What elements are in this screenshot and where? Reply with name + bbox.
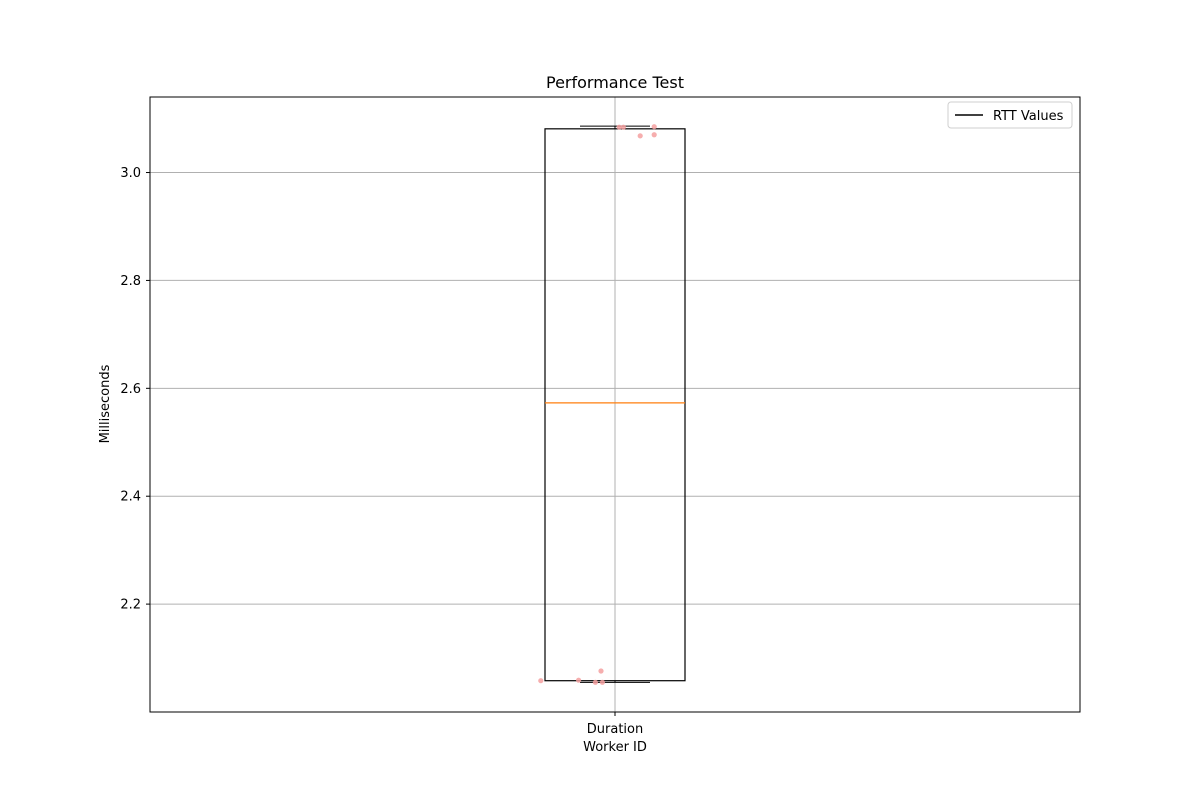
y-tick-label-3: 2.8 <box>120 274 141 289</box>
data-point-9 <box>651 124 657 130</box>
axes-layer: 2.2 2.4 2.6 2.8 3.0 Duration <box>120 96 1081 737</box>
chart-title: Performance Test <box>546 73 684 92</box>
data-point-8 <box>651 132 657 138</box>
data-point-6 <box>620 124 627 130</box>
box-0-body <box>544 128 686 682</box>
y-axis-label: Milliseconds <box>98 364 113 443</box>
data-point-5 <box>616 124 622 130</box>
x-tick-label-0: Duration <box>587 722 643 737</box>
legend: RTT Values <box>947 101 1073 129</box>
legend-box <box>947 101 1073 129</box>
data-point-7 <box>637 133 643 139</box>
grid-layer <box>150 97 1080 712</box>
data-point-3 <box>599 679 606 685</box>
legend-label-rtt-values: RTT Values <box>993 109 1064 124</box>
data-point-1 <box>576 677 582 683</box>
points-layer <box>538 124 657 685</box>
box-layer <box>544 125 686 683</box>
y-tick-label-0: 2.2 <box>120 598 141 613</box>
y-tick-label-4: 3.0 <box>120 166 141 181</box>
data-point-4 <box>598 668 604 674</box>
x-axis-label: Worker ID <box>583 740 647 755</box>
data-point-2 <box>592 679 599 685</box>
y-tick-label-2: 2.6 <box>120 382 141 397</box>
data-point-0 <box>538 678 544 684</box>
y-tick-label-1: 2.4 <box>120 490 141 505</box>
